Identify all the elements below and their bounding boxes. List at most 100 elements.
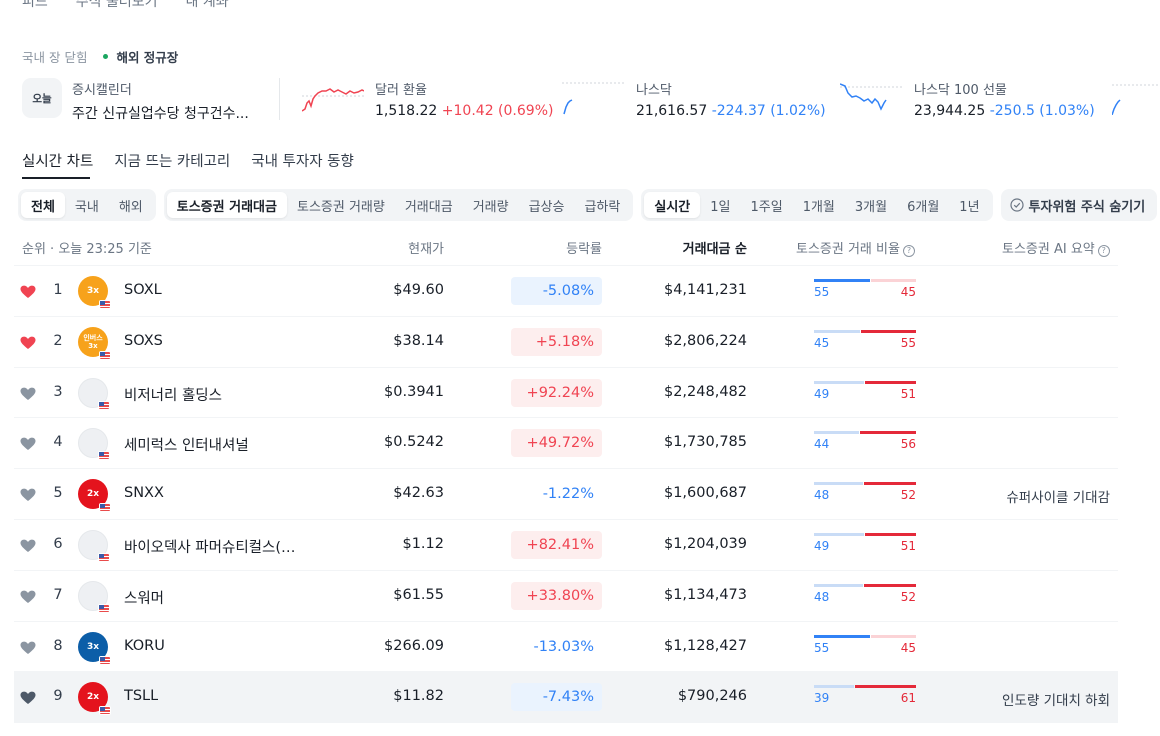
metric-toss-amount[interactable]: 토스증권 거래대금 (166, 192, 287, 218)
metric-plunge[interactable]: 급하락 (584, 199, 621, 215)
period-realtime[interactable]: 실시간 (644, 192, 701, 218)
nasdaq100-change: -250.5 (1.03%) (989, 103, 1095, 119)
buy-ratio-bar (814, 532, 864, 536)
region-overseas[interactable]: 해외 (118, 199, 143, 215)
table-row[interactable]: 4 세미럭스 인터내셔널 $0.5242 +49.72% $1,730,785 44 56 (14, 418, 1118, 470)
metric-surge[interactable]: 급상승 (528, 199, 565, 215)
heart-icon[interactable] (20, 641, 36, 655)
ai-summary[interactable]: 슈퍼사이클 기대감 (1006, 490, 1110, 507)
nasdaq-value: 21,616.57 (636, 103, 708, 119)
metric-volume[interactable]: 거래량 (472, 199, 509, 215)
header-amount[interactable]: 거래대금 순 (682, 242, 747, 257)
main-tabs: 실시간 차트 지금 뜨는 카테고리 국내 투자자 동향 (22, 150, 354, 171)
stock-name[interactable]: 비저너리 홀딩스 (124, 387, 222, 404)
stock-name[interactable]: TSLL (124, 688, 159, 705)
table-row[interactable]: 1 3x SOXL $49.60 -5.08% $4,141,231 55 45 (14, 266, 1118, 317)
nasdaq-quote[interactable]: 나스닥 21,616.57 -224.37 (1.02%) (636, 79, 826, 119)
question-circle-icon[interactable]: ? (1097, 245, 1110, 257)
overseas-market-status: 해외 정규장 (116, 50, 179, 65)
table-row[interactable]: 2 인버스 3x SOXS $38.14 +5.18% $2,806,224 45 55 (14, 317, 1118, 368)
stock-price: $11.82 (393, 688, 444, 705)
buy-ratio: 39 (814, 691, 830, 706)
heart-icon[interactable] (20, 387, 36, 401)
sell-ratio-bar (871, 279, 916, 282)
period-1y[interactable]: 1년 (959, 199, 980, 215)
table-row[interactable]: 3 비저너리 홀딩스 $0.3941 +92.24% $2,248,482 49 51 (14, 368, 1118, 419)
heart-icon[interactable] (20, 488, 36, 502)
nasdaq100-quote[interactable]: 나스닥 100 선물 23,944.25 -250.5 (1.03%) (914, 79, 1095, 119)
metric-amount[interactable]: 거래대금 (404, 199, 453, 215)
stock-name[interactable]: KORU (124, 637, 165, 654)
tab-realtime-chart[interactable]: 실시간 차트 (22, 154, 94, 170)
usdkrw-quote[interactable]: 달러 환율 1,518.22 +10.42 (0.69%) (375, 79, 553, 119)
period-6m[interactable]: 6개월 (907, 199, 940, 215)
period-1m[interactable]: 1개월 (802, 199, 835, 215)
domestic-market-status: 국내 장 닫힘 (22, 50, 88, 65)
filter-bar: 전체 국내 해외 토스증권 거래대금 토스증권 거래량 거래대금 거래량 급상승… (18, 189, 1158, 221)
region-all[interactable]: 전체 (21, 192, 65, 218)
nav-explore[interactable]: 주식 둘러보기 (75, 0, 158, 10)
header-rank: 순위 · 오늘 23:25 기준 (22, 242, 152, 257)
table-row[interactable]: 6 바이오덱사 파머슈티컬스(A... $1.12 +82.41% $1,204,039… (14, 520, 1118, 571)
calendar-item[interactable]: 증시캘린더 주간 신규실업수당 청구건수... (72, 79, 272, 123)
buy-ratio: 45 (814, 335, 830, 350)
table-row[interactable]: 9 2x TSLL $11.82 -7.43% $790,246 39 61 인도량 기대치 하… (14, 672, 1118, 724)
buy-ratio: 55 (814, 640, 830, 655)
trade-ratio: 45 55 (814, 329, 916, 354)
tab-investor-trend[interactable]: 국내 투자자 동향 (251, 154, 354, 170)
header-change[interactable]: 등락률 (566, 242, 602, 257)
sell-ratio: 45 (900, 285, 916, 299)
buy-ratio-bar (814, 431, 859, 435)
ai-summary[interactable]: 인도량 기대치 하회 (1002, 693, 1110, 710)
table-header: 순위 · 오늘 23:25 기준 현재가 등락률 거래대금 순 토스증권 거래 … (22, 238, 1122, 258)
heart-icon[interactable] (20, 590, 36, 604)
sell-ratio-bar (854, 685, 916, 689)
period-3m[interactable]: 3개월 (854, 199, 888, 215)
trade-ratio: 49 51 (814, 380, 916, 405)
change-rate: -1.22% (542, 486, 594, 503)
stock-price: $0.3941 (384, 383, 444, 400)
logo-text: 2x (86, 489, 100, 500)
stock-price: $42.63 (393, 485, 444, 502)
period-1d[interactable]: 1일 (710, 199, 731, 215)
sell-ratio-bar (859, 431, 916, 435)
ratio-bar (814, 279, 916, 282)
sell-ratio-bar (864, 380, 916, 384)
buy-ratio: 48 (814, 488, 830, 503)
stock-name[interactable]: SNXX (124, 485, 164, 502)
us-flag-icon (98, 451, 110, 461)
stock-name[interactable]: 세미럭스 인터내셔널 (124, 438, 249, 455)
nav-feed[interactable]: 피드 (22, 0, 48, 10)
buy-ratio-bar (814, 634, 871, 638)
tab-trending-category[interactable]: 지금 뜨는 카테고리 (114, 154, 231, 170)
buy-ratio-bar (814, 685, 854, 689)
heart-icon[interactable] (20, 336, 36, 350)
table-row[interactable]: 8 3x KORU $266.09 -13.03% $1,128,427 55 45 (14, 622, 1118, 673)
stock-name[interactable]: SOXL (124, 282, 162, 298)
heart-icon[interactable] (20, 539, 36, 553)
table-row[interactable]: 7 스워머 $61.55 +33.80% $1,134,473 48 52 (14, 571, 1118, 622)
heart-icon[interactable] (20, 691, 36, 705)
hide-risk-toggle[interactable]: 투자위험 주식 숨기기 (1000, 189, 1158, 221)
question-circle-icon[interactable]: ? (902, 245, 915, 257)
calendar-badge[interactable]: 오늘 (22, 78, 62, 118)
active-tab-indicator (22, 177, 90, 179)
nav-account[interactable]: 내 계좌 (185, 0, 229, 10)
period-1w[interactable]: 1주일 (750, 199, 783, 215)
trade-amount: $1,128,427 (663, 637, 747, 654)
stock-name[interactable]: 바이오덱사 파머슈티컬스(A... (124, 539, 304, 556)
heart-icon[interactable] (20, 285, 36, 299)
buy-ratio-bar (814, 482, 863, 486)
heart-icon[interactable] (20, 437, 36, 451)
sell-ratio: 55 (900, 335, 916, 350)
region-domestic[interactable]: 국내 (74, 199, 99, 215)
stock-logo (78, 580, 110, 613)
trade-ratio: 49 51 (814, 532, 916, 557)
nasdaq-sparkline (562, 82, 624, 115)
stock-name[interactable]: SOXS (124, 332, 163, 349)
metric-toss-volume[interactable]: 토스증권 거래량 (296, 199, 385, 215)
logo-text: 인버스 3x (83, 333, 103, 350)
stock-name[interactable]: 스워머 (124, 590, 165, 607)
table-row[interactable]: 5 2x SNXX $42.63 -1.22% $1,600,687 48 52 슈퍼사이클 기… (14, 469, 1118, 520)
header-price[interactable]: 현재가 (408, 242, 444, 257)
